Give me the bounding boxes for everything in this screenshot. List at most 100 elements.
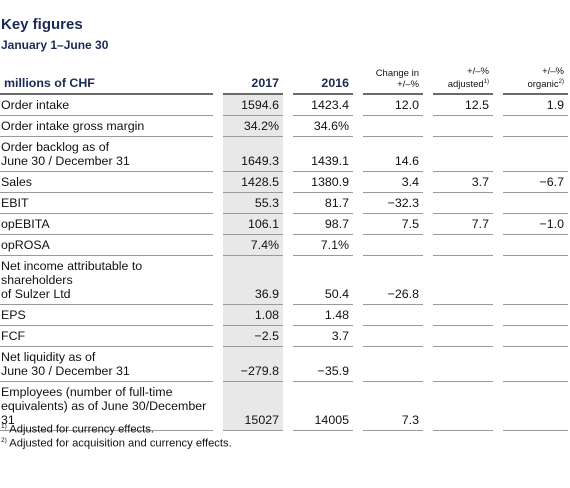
cell-2017: 7.4% <box>213 234 288 256</box>
cell-change: 3.4 <box>353 171 428 193</box>
footnote-2: 2) Adjusted for acquisition and currency… <box>1 437 232 450</box>
table-row: Order backlog as of June 30 / December 31… <box>0 136 568 172</box>
cell-2017: 1594.6 <box>213 94 288 116</box>
cell-change: −32.3 <box>353 192 428 214</box>
table-row: Net liquidity as of June 30 / December 31… <box>0 346 568 382</box>
cell-organic: 1.9 <box>493 94 568 116</box>
cell-organic: −1.0 <box>493 213 568 235</box>
header-organic-footnote-marker: 2) <box>558 78 564 85</box>
cell-organic <box>493 234 568 256</box>
cell-2016: 1.48 <box>283 304 358 326</box>
header-adjusted: +/–% adjusted1) <box>423 60 498 95</box>
cell-organic <box>493 192 568 214</box>
row-label: EPS <box>0 304 218 326</box>
cell-2017: −2.5 <box>213 325 288 347</box>
cell-adjusted <box>423 192 498 214</box>
footnote-2-marker: 2) <box>1 437 7 444</box>
cell-adjusted: 7.7 <box>423 213 498 235</box>
key-figures-table: millions of CHF 2017 2016 Change in +/–%… <box>0 60 568 431</box>
cell-organic <box>493 325 568 347</box>
row-label: Order backlog as of June 30 / December 31 <box>0 136 218 172</box>
row-label: Sales <box>0 171 218 193</box>
cell-adjusted: 12.5 <box>423 94 498 116</box>
row-label: opEBITA <box>0 213 218 235</box>
cell-2016: 81.7 <box>283 192 358 214</box>
cell-organic <box>493 115 568 137</box>
header-2016: 2016 <box>283 60 358 95</box>
cell-adjusted <box>423 325 498 347</box>
header-change-line1: Change in <box>375 68 419 79</box>
cell-adjusted: 3.7 <box>423 171 498 193</box>
cell-organic: −6.7 <box>493 171 568 193</box>
header-change: Change in +/–% <box>353 60 428 95</box>
cell-2017: 1.08 <box>213 304 288 326</box>
cell-2017: −279.8 <box>213 346 288 382</box>
cell-2016: 1380.9 <box>283 171 358 193</box>
cell-change: 12.0 <box>353 94 428 116</box>
cell-change <box>353 304 428 326</box>
header-organic-line1: +/–% <box>542 65 564 77</box>
cell-2017: 34.2% <box>213 115 288 137</box>
cell-2016: −35.9 <box>283 346 358 382</box>
table-row: Order intake 1594.6 1423.4 12.0 12.5 1.9 <box>0 94 568 116</box>
row-label: EBIT <box>0 192 218 214</box>
cell-2016: 14005 <box>283 381 358 431</box>
row-label: Order intake <box>0 94 218 116</box>
cell-adjusted <box>423 115 498 137</box>
table-row: EPS 1.08 1.48 <box>0 304 568 326</box>
row-label: Employees (number of full-time equivalent… <box>0 381 218 431</box>
footnote-1-text: Adjusted for currency effects. <box>6 423 154 436</box>
cell-change <box>353 115 428 137</box>
cell-2017: 1428.5 <box>213 171 288 193</box>
footnote-1: 1) Adjusted for currency effects. <box>1 423 154 436</box>
cell-2017: 106.1 <box>213 213 288 235</box>
table-row: opEBITA 106.1 98.7 7.5 7.7 −1.0 <box>0 213 568 235</box>
table-header-row: millions of CHF 2017 2016 Change in +/–%… <box>0 60 568 95</box>
table-row: Employees (number of full-time equivalent… <box>0 381 568 431</box>
table-row: EBIT 55.3 81.7 −32.3 <box>0 192 568 214</box>
cell-adjusted <box>423 136 498 172</box>
cell-2017: 1649.3 <box>213 136 288 172</box>
cell-2016: 1439.1 <box>283 136 358 172</box>
table-row: Sales 1428.5 1380.9 3.4 3.7 −6.7 <box>0 171 568 193</box>
page-title: Key figures <box>1 16 83 33</box>
table-row: Order intake gross margin 34.2% 34.6% <box>0 115 568 137</box>
cell-change: 7.3 <box>353 381 428 431</box>
cell-2017: 36.9 <box>213 255 288 305</box>
cell-organic <box>493 136 568 172</box>
row-label: opROSA <box>0 234 218 256</box>
header-adjusted-line2: adjusted <box>447 79 484 90</box>
footnote-1-marker: 1) <box>1 423 7 430</box>
cell-adjusted <box>423 381 498 431</box>
header-adjusted-footnote-marker: 1) <box>483 78 489 85</box>
header-2017: 2017 <box>213 60 288 95</box>
cell-adjusted <box>423 234 498 256</box>
cell-adjusted <box>423 346 498 382</box>
cell-2016: 34.6% <box>283 115 358 137</box>
cell-2016: 3.7 <box>283 325 358 347</box>
cell-2016: 7.1% <box>283 234 358 256</box>
cell-2016: 1423.4 <box>283 94 358 116</box>
cell-adjusted <box>423 255 498 305</box>
cell-change <box>353 346 428 382</box>
cell-organic <box>493 304 568 326</box>
header-label: millions of CHF <box>0 60 218 95</box>
cell-organic <box>493 346 568 382</box>
table-row: opROSA 7.4% 7.1% <box>0 234 568 256</box>
page-subtitle: January 1–June 30 <box>1 38 109 52</box>
cell-organic <box>493 255 568 305</box>
row-label: FCF <box>0 325 218 347</box>
cell-change <box>353 325 428 347</box>
table-row: FCF −2.5 3.7 <box>0 325 568 347</box>
cell-change: 14.6 <box>353 136 428 172</box>
table-row: Net income attributable to shareholders o… <box>0 255 568 305</box>
header-adjusted-line1: +/–% <box>467 65 489 77</box>
header-organic: +/–% organic2) <box>493 60 568 95</box>
cell-change: −26.8 <box>353 255 428 305</box>
cell-change <box>353 234 428 256</box>
row-label: Net income attributable to shareholders o… <box>0 255 218 305</box>
row-label: Order intake gross margin <box>0 115 218 137</box>
header-change-line2: +/–% <box>397 79 419 90</box>
cell-2016: 98.7 <box>283 213 358 235</box>
cell-2016: 50.4 <box>283 255 358 305</box>
